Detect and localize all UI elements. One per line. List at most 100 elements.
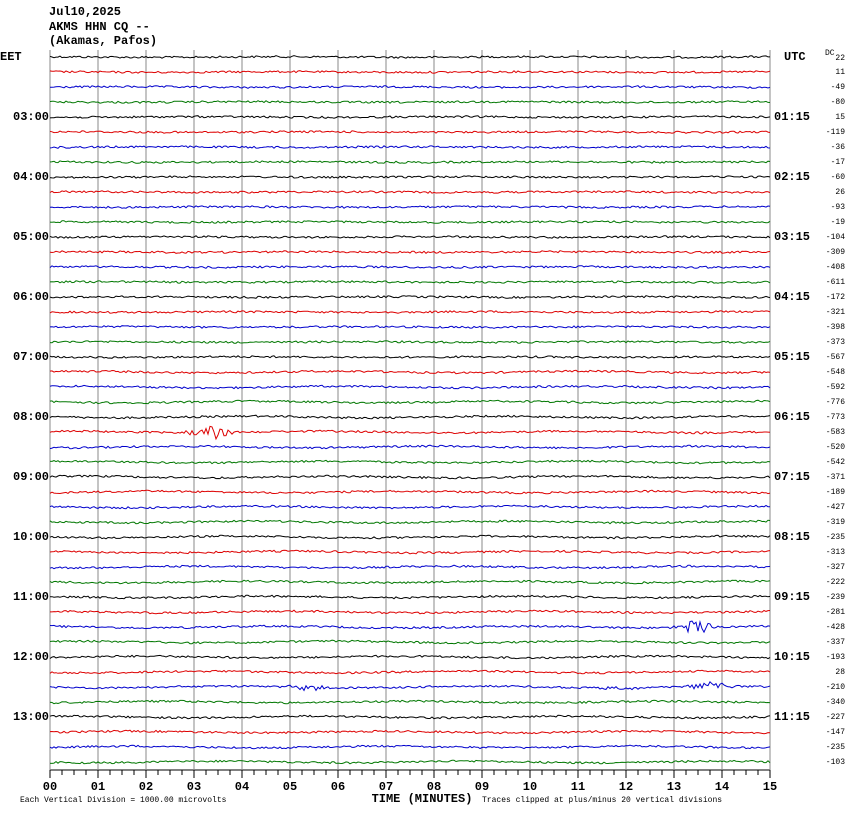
x-tick-label: 15 [763,780,777,794]
dc-value: -327 [826,563,845,572]
location: (Akamas, Pafos) [49,34,157,48]
dc-value: -309 [826,248,845,257]
right-time-label: 04:15 [774,290,810,304]
dc-value: -340 [826,698,845,707]
left-time-label: 10:00 [13,530,49,544]
x-tick-label: 06 [331,780,345,794]
trace [49,669,771,675]
x-tick-label: 04 [235,780,249,794]
date: Jul10,2025 [49,5,121,19]
trace [49,729,771,735]
left-time-label: 03:00 [13,110,49,124]
x-tick-label: 02 [139,780,153,794]
left-time-label: 11:00 [13,590,49,604]
dc-value: -36 [831,143,846,152]
right-time-label: 05:15 [774,350,810,364]
trace [49,70,771,74]
right-time-label: 08:15 [774,530,810,544]
dc-value: -147 [826,728,845,737]
x-tick-label: 05 [283,780,297,794]
dc-value: -567 [826,353,845,362]
dc-value: -172 [826,293,845,302]
left-time-label: 13:00 [13,710,49,724]
left-time-label: 09:00 [13,470,49,484]
trace [49,235,771,239]
trace [49,399,771,405]
dc-value: -239 [826,593,845,602]
trace [49,100,771,104]
dc-value: -776 [826,398,845,407]
x-tick-label: 01 [91,780,105,794]
dc-value: 15 [835,113,845,122]
dc-value: -60 [831,173,846,182]
trace [49,205,771,209]
left-time-label: 06:00 [13,290,49,304]
trace [49,414,771,420]
trace [49,265,771,269]
dc-value: -373 [826,338,845,347]
dc-value: -427 [826,503,845,512]
dc-value: -428 [826,623,845,632]
trace [49,654,771,660]
trace [49,115,771,119]
trace [49,489,771,495]
dc-value: -104 [826,233,845,242]
dc-value: -611 [826,278,845,287]
dc-value: -189 [826,488,845,497]
trace [49,280,771,284]
dc-value: -773 [826,413,845,422]
left-time-label: 12:00 [13,650,49,664]
left-time-label: 04:00 [13,170,49,184]
dc-title: DC [825,49,835,58]
x-tick-label: 03 [187,780,201,794]
trace [49,444,771,450]
scale-note: Each Vertical Division = 1000.00 microvo… [20,796,227,805]
right-time-label: 10:15 [774,650,810,664]
dc-value: -281 [826,608,845,617]
trace [49,504,771,510]
trace [49,145,771,149]
x-tick-label: 00 [43,780,57,794]
trace [49,220,771,224]
trace [49,564,771,570]
dc-value: -210 [826,683,845,692]
dc-value: -17 [831,158,846,167]
dc-value: -583 [826,428,845,437]
x-tick-label: 11 [571,780,585,794]
x-tick-label: 08 [427,780,441,794]
dc-value: -408 [826,263,845,272]
trace [49,714,771,720]
trace [49,474,771,480]
trace [49,250,771,254]
dc-value: -227 [826,713,845,722]
dc-value: -371 [826,473,845,482]
left-time-label: 05:00 [13,230,49,244]
trace [49,160,771,164]
right-time-label: 09:15 [774,590,810,604]
x-tick-label: 07 [379,780,393,794]
trace [49,340,771,344]
x-axis-title: TIME (MINUTES) [372,792,473,806]
dc-value: 28 [835,668,845,677]
trace [49,175,771,179]
trace [49,130,771,134]
dc-value: -321 [826,308,845,317]
right-time-label: 06:15 [774,410,810,424]
left-time-label: 07:00 [13,350,49,364]
dc-value: -93 [831,203,846,212]
trace [49,325,771,329]
trace [49,744,771,750]
dc-value: -319 [826,518,845,527]
dc-value: -19 [831,218,846,227]
trace [49,369,771,375]
trace [49,459,771,465]
trace [49,295,771,299]
clip-note: Traces clipped at plus/minus 20 vertical… [482,796,722,805]
right-time-label: 11:15 [774,710,810,724]
trace [49,519,771,525]
trace [49,534,771,540]
left-time-label: 08:00 [13,410,49,424]
x-tick-label: 10 [523,780,537,794]
